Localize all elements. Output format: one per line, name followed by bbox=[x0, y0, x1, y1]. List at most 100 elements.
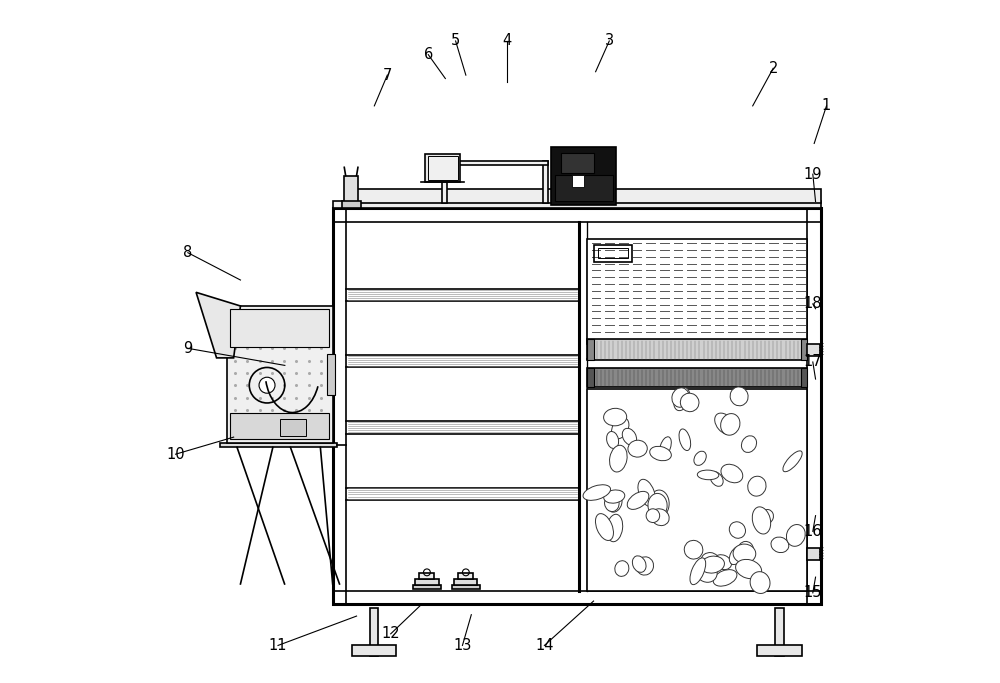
Ellipse shape bbox=[713, 570, 737, 586]
Bar bbox=[342, 201, 361, 208]
Ellipse shape bbox=[721, 464, 743, 483]
Bar bbox=[454, 579, 477, 585]
Text: 9: 9 bbox=[183, 341, 192, 356]
Ellipse shape bbox=[684, 540, 703, 559]
Ellipse shape bbox=[583, 485, 611, 501]
Bar bbox=[452, 585, 480, 589]
Bar bbox=[352, 645, 396, 656]
Ellipse shape bbox=[733, 544, 756, 563]
Ellipse shape bbox=[760, 510, 773, 524]
Bar bbox=[807, 344, 820, 356]
Ellipse shape bbox=[771, 537, 789, 553]
Ellipse shape bbox=[710, 472, 723, 486]
Ellipse shape bbox=[697, 470, 719, 479]
Ellipse shape bbox=[690, 558, 706, 585]
Bar bbox=[587, 368, 807, 387]
Ellipse shape bbox=[638, 479, 655, 507]
Bar bbox=[327, 354, 335, 395]
Bar bbox=[415, 579, 439, 585]
Bar bbox=[587, 339, 807, 360]
Ellipse shape bbox=[680, 393, 699, 412]
Ellipse shape bbox=[660, 437, 671, 456]
Ellipse shape bbox=[729, 546, 744, 565]
Bar bbox=[230, 413, 329, 439]
Ellipse shape bbox=[700, 556, 724, 573]
Bar bbox=[543, 161, 548, 203]
Ellipse shape bbox=[632, 556, 646, 572]
Ellipse shape bbox=[649, 490, 669, 517]
Bar bbox=[230, 309, 329, 347]
Bar bbox=[344, 176, 358, 203]
Ellipse shape bbox=[627, 491, 649, 510]
Ellipse shape bbox=[752, 507, 771, 534]
Ellipse shape bbox=[672, 388, 689, 407]
Bar bbox=[442, 161, 447, 203]
Text: 13: 13 bbox=[453, 638, 472, 653]
Bar bbox=[551, 147, 616, 205]
Ellipse shape bbox=[607, 432, 619, 449]
Bar bbox=[227, 306, 333, 443]
Text: 3: 3 bbox=[605, 33, 614, 48]
Text: 6: 6 bbox=[424, 47, 433, 62]
Bar bbox=[594, 245, 632, 262]
Ellipse shape bbox=[655, 507, 668, 524]
Text: 16: 16 bbox=[804, 524, 822, 539]
Bar bbox=[579, 189, 821, 203]
Text: 5: 5 bbox=[451, 33, 460, 48]
Bar bbox=[587, 344, 807, 359]
Bar bbox=[333, 201, 821, 208]
Bar bbox=[587, 389, 807, 591]
Ellipse shape bbox=[701, 553, 719, 569]
Bar bbox=[280, 419, 306, 436]
Text: 17: 17 bbox=[804, 354, 822, 370]
Bar bbox=[801, 339, 807, 360]
Text: 15: 15 bbox=[804, 585, 822, 600]
Ellipse shape bbox=[721, 414, 740, 435]
Bar bbox=[587, 339, 594, 360]
Bar bbox=[428, 156, 458, 180]
Ellipse shape bbox=[604, 408, 627, 426]
Ellipse shape bbox=[605, 495, 619, 512]
Ellipse shape bbox=[783, 451, 802, 472]
Ellipse shape bbox=[636, 557, 654, 575]
Bar bbox=[458, 573, 473, 579]
Ellipse shape bbox=[694, 451, 706, 465]
Bar bbox=[442, 161, 548, 165]
Bar bbox=[587, 368, 594, 387]
Bar bbox=[220, 443, 337, 447]
Ellipse shape bbox=[729, 522, 745, 538]
Ellipse shape bbox=[648, 493, 667, 517]
Bar bbox=[555, 176, 613, 201]
Text: 12: 12 bbox=[381, 626, 400, 641]
Ellipse shape bbox=[715, 413, 735, 434]
Bar bbox=[370, 608, 378, 656]
Ellipse shape bbox=[628, 441, 647, 457]
Polygon shape bbox=[196, 292, 240, 358]
Ellipse shape bbox=[651, 509, 669, 526]
Ellipse shape bbox=[714, 555, 732, 570]
Ellipse shape bbox=[786, 525, 805, 546]
Ellipse shape bbox=[646, 509, 660, 522]
Ellipse shape bbox=[738, 542, 754, 558]
Bar bbox=[807, 548, 820, 560]
Bar bbox=[757, 645, 802, 656]
Bar bbox=[413, 585, 441, 589]
Ellipse shape bbox=[750, 572, 770, 594]
Text: 8: 8 bbox=[183, 245, 192, 260]
Ellipse shape bbox=[679, 429, 691, 451]
Text: 2: 2 bbox=[769, 61, 778, 76]
Text: 11: 11 bbox=[269, 638, 287, 653]
Bar bbox=[572, 176, 584, 188]
Ellipse shape bbox=[695, 561, 717, 583]
Ellipse shape bbox=[595, 514, 613, 540]
Text: 18: 18 bbox=[804, 296, 822, 311]
Bar bbox=[775, 608, 784, 656]
Bar bbox=[333, 208, 821, 604]
Ellipse shape bbox=[610, 445, 627, 472]
Bar bbox=[425, 154, 460, 182]
Text: 7: 7 bbox=[383, 68, 392, 83]
Bar bbox=[679, 349, 716, 356]
Bar bbox=[561, 152, 594, 173]
Ellipse shape bbox=[612, 417, 629, 439]
Ellipse shape bbox=[607, 492, 622, 512]
